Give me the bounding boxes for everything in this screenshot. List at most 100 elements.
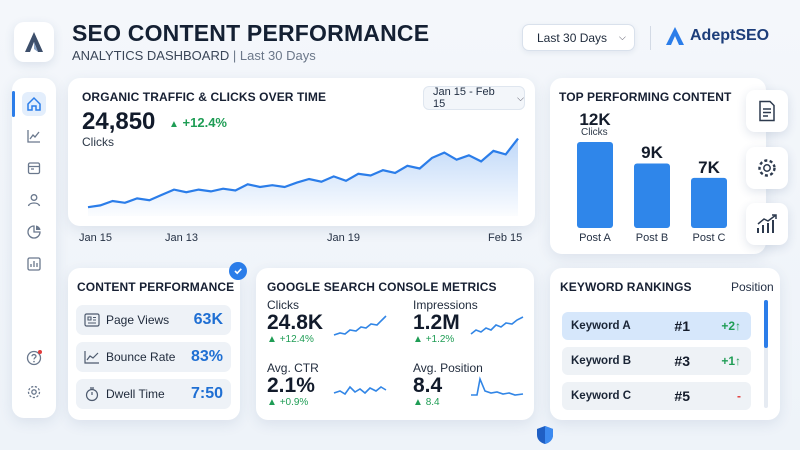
keyword-change-value: +2 (721, 319, 735, 333)
page-icon (84, 313, 100, 327)
keyword-change-value: - (737, 389, 741, 403)
metric-row-dwell-time[interactable]: Dwell Time 7:50 (76, 379, 231, 409)
gsc-delta-clicks: ▲ +12.4% (267, 334, 314, 345)
pie-chart-icon (27, 225, 41, 239)
gsc-value-clicks: 24.8K (267, 311, 324, 334)
gear-icon (758, 159, 776, 177)
gsc-label-impressions: Impressions (413, 298, 478, 312)
sidebar-item-users[interactable] (22, 188, 46, 212)
sidebar-item-reports[interactable] (22, 220, 46, 244)
keyword-name: Keyword C (571, 390, 632, 402)
traffic-range-select[interactable]: Jan 15 - Feb 15 ⌵ (423, 86, 525, 110)
traffic-delta-value: +12.4% (182, 115, 227, 130)
bar-value-post-c: 7K (698, 158, 720, 177)
x-label-1: Jan 15 (79, 232, 113, 244)
keyword-row[interactable]: Keyword C #5 - (562, 382, 751, 410)
keyword-rank: #1 (674, 318, 690, 334)
traffic-card: ORGANIC TRAFFIC & CLICKS OVER TIME Jan 1… (68, 78, 535, 244)
growth-chart-icon (757, 214, 777, 233)
metric-value: 83% (190, 348, 223, 365)
page-subtitle: ANALYTICS DASHBOARD | Last 30 Days (72, 48, 316, 63)
subtitle-range: | Last 30 Days (232, 48, 316, 63)
keyword-name: Keyword A (571, 320, 631, 332)
sidebar-item-analytics[interactable] (22, 252, 46, 276)
sidebar-item-settings[interactable] (22, 380, 46, 404)
up-arrow-icon: ↑ (735, 354, 741, 368)
top-content-card: TOP PERFORMING CONTENT 12K Clicks 9K 7K … (550, 78, 766, 254)
gsc-value-impressions: 1.2M (413, 311, 460, 334)
sidebar (12, 78, 56, 418)
tool-settings-button[interactable] (746, 147, 788, 189)
bar-post-b[interactable] (634, 163, 670, 229)
keyword-change-value: +1 (721, 354, 735, 368)
traffic-title: ORGANIC TRAFFIC & CLICKS OVER TIME (82, 90, 327, 104)
up-arrow-icon: ↑ (735, 319, 741, 333)
bar-value-post-b: 9K (641, 143, 663, 162)
bar-unit-label: Clicks (581, 127, 608, 138)
up-arrow-icon: ▲ (267, 334, 280, 345)
keyword-row[interactable]: Keyword B #3 +1↑ (562, 347, 751, 375)
metric-row-bounce-rate[interactable]: Bounce Rate 83% (76, 342, 231, 372)
keyword-change: +2↑ (690, 319, 751, 333)
x-label-4: Feb 15 (488, 232, 523, 244)
position-column-header: Position (731, 280, 774, 294)
keyword-row[interactable]: Keyword A #1 +2↑ (562, 312, 751, 340)
brand-logo[interactable]: AdeptSEO (664, 26, 769, 46)
traffic-series-line (87, 137, 519, 209)
keyword-scroll-track[interactable] (764, 300, 768, 408)
sidebar-item-calendar[interactable] (22, 156, 46, 180)
sidebar-item-help[interactable] (22, 346, 46, 370)
x-label-3: Jan 19 (327, 232, 361, 244)
gsc-delta-position: ▲ 8.4 (413, 397, 440, 408)
keyword-name: Keyword B (571, 355, 632, 367)
settings-icon (27, 385, 41, 399)
metric-value: 7:50 (190, 385, 223, 402)
x-label-2: Jan 13 (165, 232, 199, 244)
brand-name: AdeptSEO (690, 27, 770, 44)
home-icon (27, 96, 41, 111)
bar-value-post-a: 12K (579, 110, 611, 129)
up-arrow-icon: ▲ (169, 119, 179, 130)
timer-icon (85, 387, 99, 402)
date-range-value: Last 30 Days (537, 30, 608, 45)
gsc-value-position: 8.4 (413, 374, 443, 397)
calendar-icon (27, 162, 41, 175)
traffic-range-value: Jan 15 - Feb 15 (433, 86, 495, 110)
tool-report-button[interactable] (746, 90, 788, 132)
chevron-down-icon: ⌵ (619, 32, 626, 42)
header-divider (650, 26, 651, 50)
gsc-label-ctr: Avg. CTR (267, 361, 319, 375)
gsc-delta-ctr-value: +0.9% (279, 397, 309, 408)
up-arrow-icon: ▲ (413, 397, 426, 408)
trend-icon (84, 351, 99, 364)
gsc-metrics-card: GOOGLE SEARCH CONSOLE METRICS Clicks 24.… (256, 268, 534, 420)
metric-row-page-views[interactable]: Page Views 63K (76, 305, 231, 335)
gsc-label-clicks: Clicks (267, 298, 299, 312)
app-logo[interactable] (14, 22, 54, 62)
bar-chart-icon (27, 257, 41, 271)
bar-post-c[interactable] (691, 177, 727, 228)
brand-a-icon (666, 27, 684, 45)
help-icon (26, 350, 42, 366)
date-range-select[interactable]: Last 30 Days ⌵ (522, 24, 635, 51)
bar-label-post-a: Post A (579, 232, 611, 244)
tool-growth-button[interactable] (746, 203, 788, 245)
keyword-scroll-thumb[interactable] (764, 300, 768, 348)
gsc-delta-position-value: 8.4 (425, 397, 440, 408)
traffic-area-fill (88, 138, 518, 216)
traffic-label: Clicks (82, 135, 114, 149)
bar-post-a[interactable] (577, 142, 613, 228)
sidebar-item-trends[interactable] (22, 124, 46, 148)
sidebar-item-home[interactable] (22, 92, 46, 116)
verified-check-badge (229, 262, 247, 280)
traffic-delta: ▲ +12.4% (169, 115, 227, 130)
gsc-title: GOOGLE SEARCH CONSOLE METRICS (267, 280, 497, 294)
metric-label: Bounce Rate (106, 350, 176, 364)
gsc-delta-clicks-value: +12.4% (279, 334, 314, 345)
up-arrow-icon: ▲ (267, 397, 280, 408)
top-content-bar-chart (577, 142, 727, 229)
keyword-rank: #5 (674, 388, 690, 404)
gsc-delta-impressions: ▲ +1.2% (413, 334, 454, 345)
keyword-title: KEYWORD RANKINGS (560, 280, 692, 294)
keyword-change: +1↑ (690, 354, 751, 368)
